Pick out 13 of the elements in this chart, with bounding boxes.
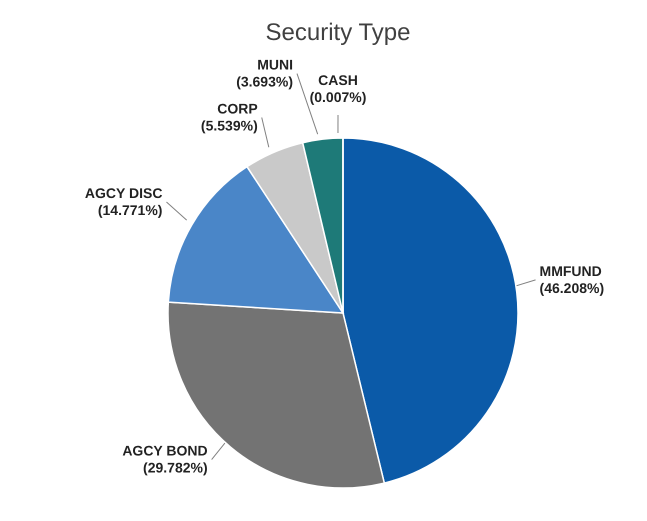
slice-label: MMFUND xyxy=(540,262,602,279)
data-label: (46.208%) xyxy=(540,280,604,296)
data-label: (14.771%) xyxy=(98,202,162,218)
data-label: (5.539%) xyxy=(200,118,258,134)
slice-label: CASH xyxy=(318,72,358,88)
data-label: (3.693%) xyxy=(236,74,293,90)
slice-label: MUNI xyxy=(257,56,293,73)
slice-label: AGCY DISC xyxy=(84,185,162,202)
chart-title: Security Type xyxy=(266,19,410,46)
slice-label: CORP xyxy=(217,100,258,117)
slice-label: AGCY BOND xyxy=(122,442,208,459)
data-label: (0.007%) xyxy=(310,89,366,105)
data-label: (29.782%) xyxy=(143,460,208,476)
